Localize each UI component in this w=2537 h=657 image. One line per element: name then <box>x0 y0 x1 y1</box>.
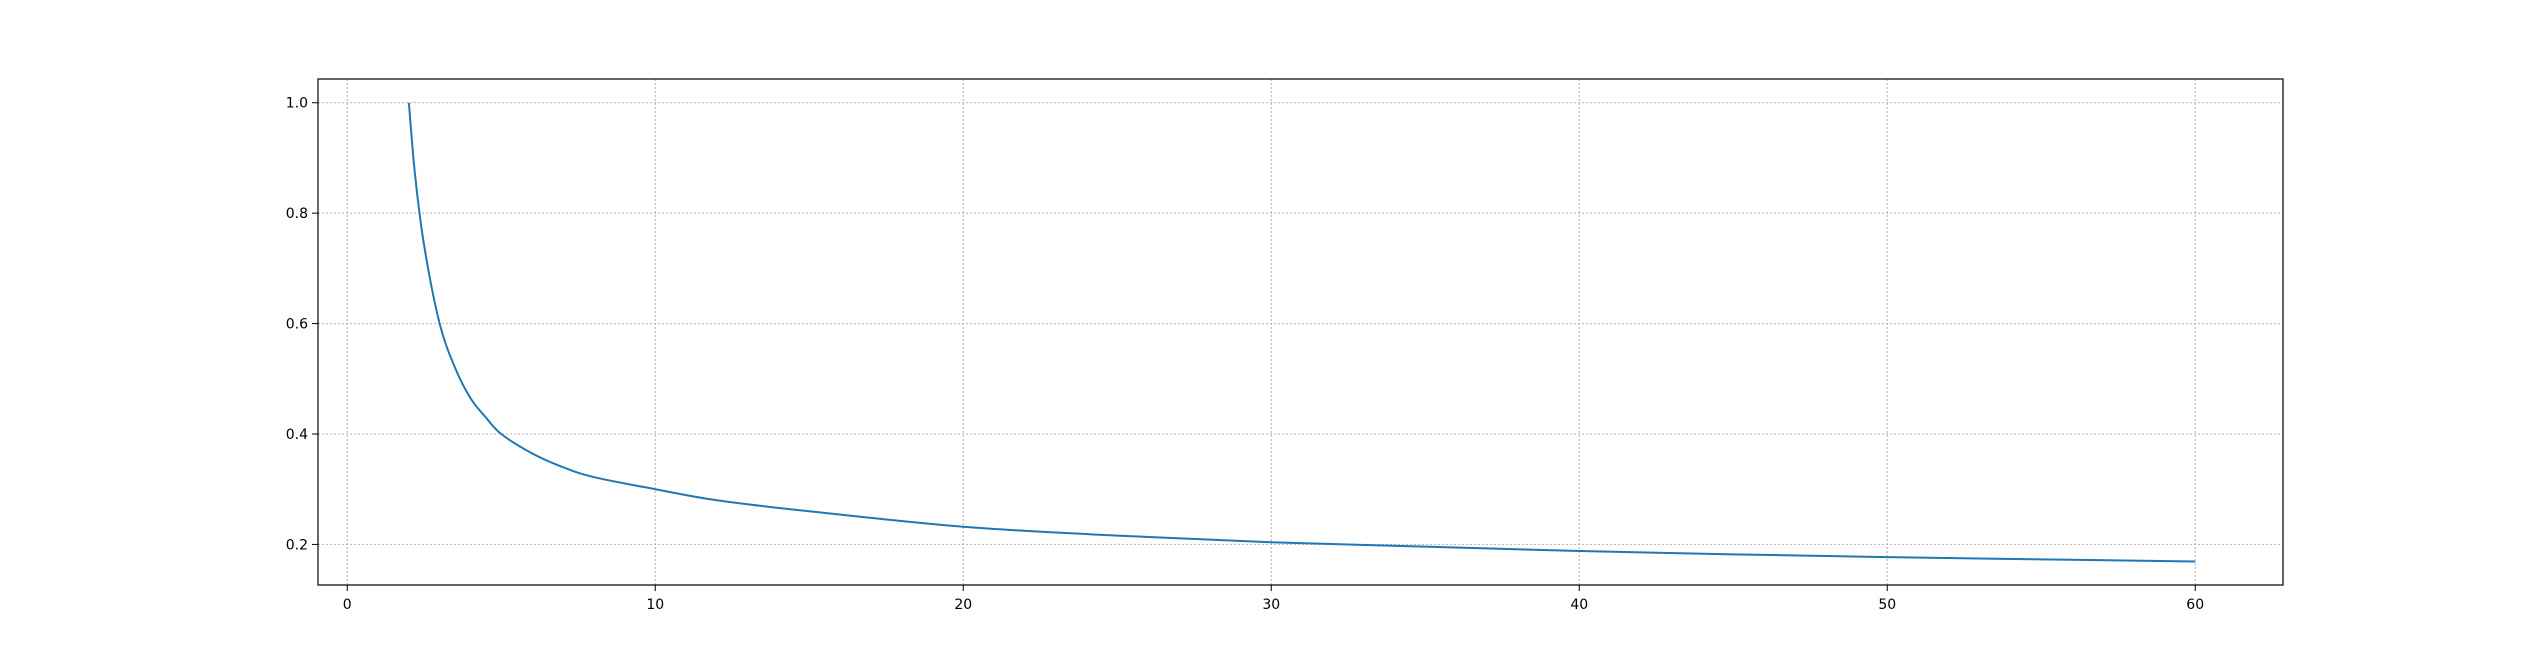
x-tick-label: 20 <box>954 597 972 613</box>
x-tick-label: 50 <box>1878 597 1896 613</box>
axis-ticks: 0 10 20 30 40 50 60 0.2 0.4 0.6 0.8 1.0 <box>286 96 2204 613</box>
y-tick-label: 0.2 <box>286 537 308 553</box>
x-tick-label: 30 <box>1262 597 1280 613</box>
y-tick-label: 0.6 <box>286 317 308 333</box>
y-tick-label: 0.8 <box>286 206 308 222</box>
x-tick-label: 0 <box>343 597 352 613</box>
y-tick-label: 1.0 <box>286 96 308 112</box>
series-line-0 <box>407 102 2196 563</box>
plot-frame <box>317 78 2284 586</box>
x-tick-label: 10 <box>646 597 664 613</box>
series-layer <box>407 102 2196 563</box>
x-tick-label: 60 <box>2186 597 2204 613</box>
x-tick-label: 40 <box>1570 597 1588 613</box>
grid-lines <box>318 79 2283 585</box>
y-tick-label: 0.4 <box>286 427 308 443</box>
